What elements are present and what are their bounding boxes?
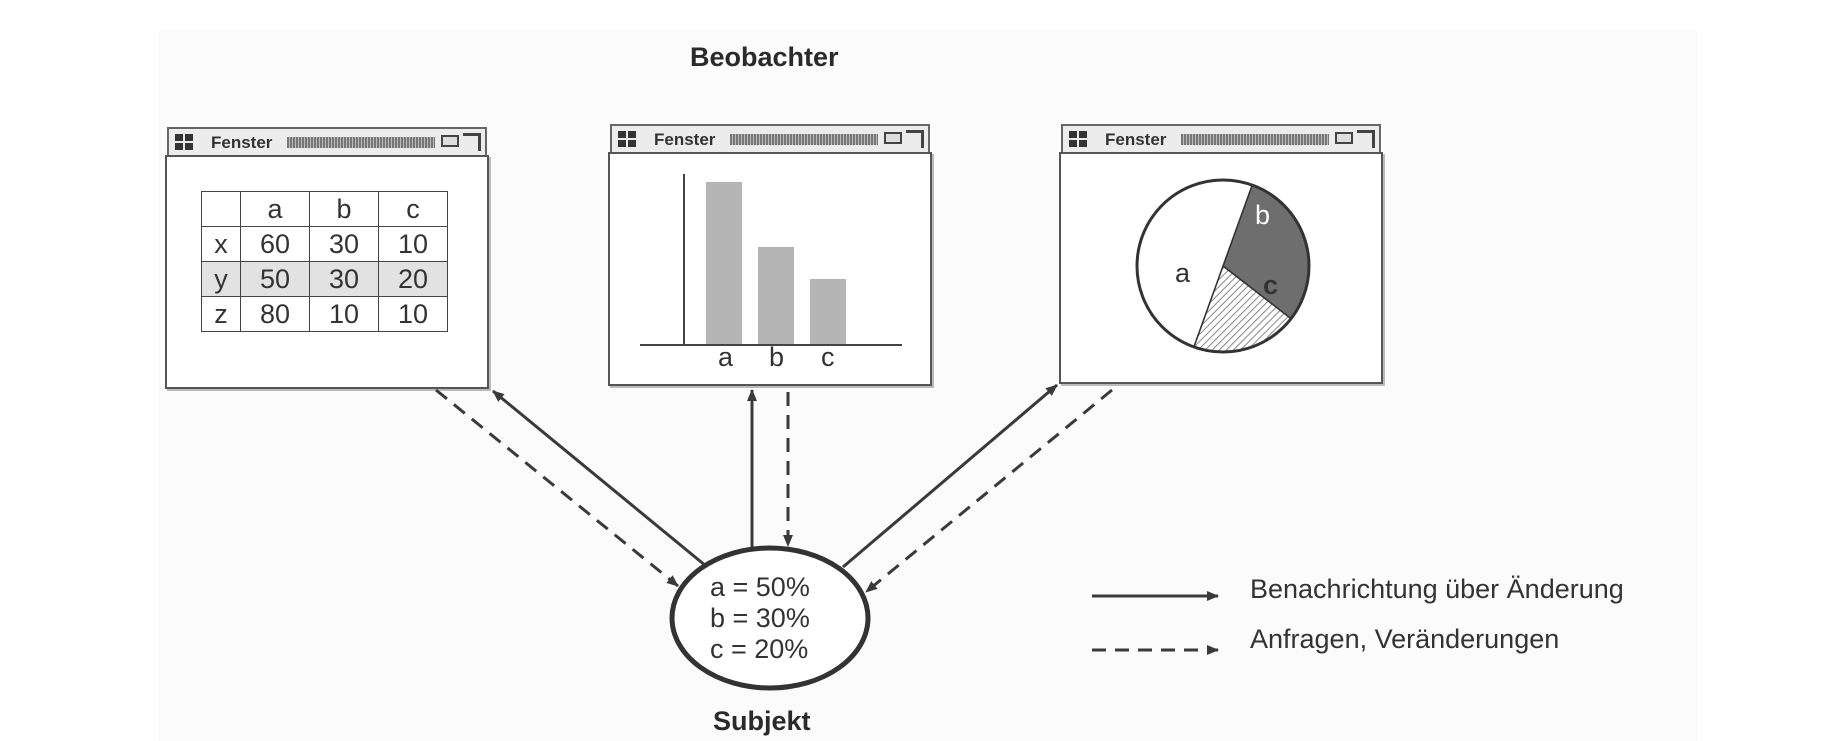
pie-chart-window: Fenster a b c — [1059, 124, 1383, 384]
row-label: x — [201, 226, 241, 262]
table-header-cell: c — [378, 191, 448, 227]
subject-values: a = 50% b = 30% c = 20% — [710, 572, 810, 665]
x-tick-label: a — [718, 342, 734, 372]
data-table: a b c x 60 30 10 y 50 30 20 z 80 10 10 — [201, 191, 448, 332]
bar-c — [810, 279, 846, 344]
table-cell: 20 — [378, 261, 448, 297]
legend-dashed-label: Anfragen, Veränderungen — [1250, 624, 1560, 654]
slice-label-b: b — [1255, 200, 1270, 230]
table-cell: 80 — [240, 296, 310, 332]
title-stripe — [730, 134, 878, 145]
minimize-icon[interactable] — [884, 132, 902, 144]
window-titlebar: Fenster — [1061, 124, 1381, 152]
window-titlebar: Fenster — [167, 127, 487, 155]
minimize-icon[interactable] — [1335, 132, 1353, 144]
table-row: x 60 30 10 — [201, 226, 448, 262]
table-window: Fenster a b c x 60 30 10 y 50 30 20 z 80… — [165, 127, 489, 389]
window-title: Fenster — [211, 133, 273, 152]
table-cell — [201, 191, 241, 227]
x-axis — [640, 344, 902, 346]
subject-value-a: a = 50% — [710, 572, 810, 602]
table-cell: 30 — [309, 226, 379, 262]
window-menu-icon[interactable] — [175, 134, 193, 150]
bar-b — [758, 246, 794, 344]
pie-outline — [1135, 178, 1311, 354]
observer-heading: Beobachter — [690, 42, 839, 72]
table-header-row: a b c — [201, 191, 448, 227]
pie-chart: a b c — [1135, 178, 1311, 354]
row-label: y — [201, 261, 241, 297]
table-cell: 10 — [309, 296, 379, 332]
table-row: z 80 10 10 — [201, 296, 448, 332]
legend-solid-label: Benachrichtung über Änderung — [1250, 574, 1624, 604]
table-header-cell: b — [309, 191, 379, 227]
table-cell: 30 — [309, 261, 379, 297]
slice-label-c: c — [1263, 270, 1278, 300]
minimize-icon[interactable] — [441, 135, 459, 147]
slice-label-a: a — [1175, 258, 1191, 288]
maximize-icon[interactable] — [1357, 130, 1375, 148]
table-header-cell: a — [240, 191, 310, 227]
y-axis — [683, 174, 685, 346]
subject-value-c: c = 20% — [710, 634, 809, 664]
table-cell: 50 — [240, 261, 310, 297]
x-tick-label: c — [821, 342, 835, 372]
maximize-icon[interactable] — [463, 133, 481, 151]
row-label: z — [201, 296, 241, 332]
table-cell: 60 — [240, 226, 310, 262]
table-row-highlighted: y 50 30 20 — [201, 261, 448, 297]
window-titlebar: Fenster — [610, 124, 930, 152]
window-title: Fenster — [1105, 130, 1167, 149]
window-title: Fenster — [654, 130, 716, 149]
window-menu-icon[interactable] — [1069, 131, 1087, 147]
subject-value-b: b = 30% — [710, 603, 810, 633]
bar-a — [706, 182, 742, 344]
subject-heading: Subjekt — [713, 706, 811, 736]
bar-chart-window: Fenster a b c — [608, 124, 932, 386]
title-stripe — [287, 137, 435, 148]
x-tick-label: b — [769, 342, 785, 372]
table-cell: 10 — [378, 226, 448, 262]
title-stripe — [1181, 134, 1329, 145]
window-menu-icon[interactable] — [618, 131, 636, 147]
table-cell: 10 — [378, 296, 448, 332]
maximize-icon[interactable] — [906, 130, 924, 148]
